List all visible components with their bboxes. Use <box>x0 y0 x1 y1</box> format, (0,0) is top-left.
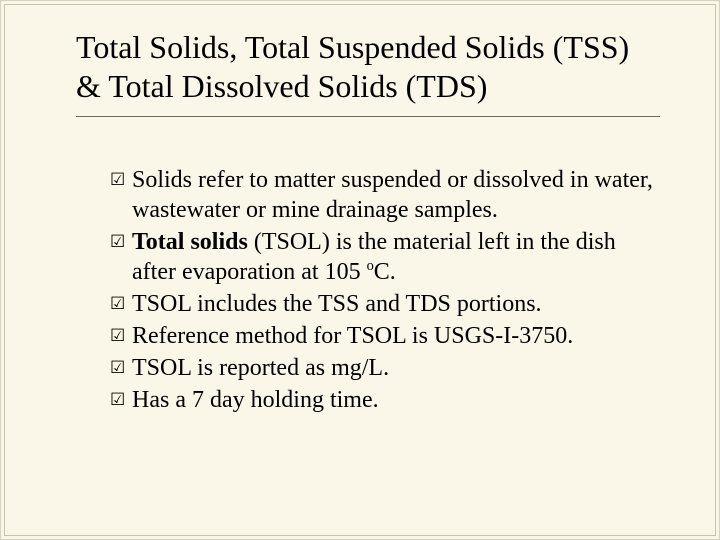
checkbox-icon: ☑ <box>110 321 132 351</box>
list-item: ☑ Reference method for TSOL is USGS-I-37… <box>110 321 660 351</box>
degree-super: o <box>367 258 374 274</box>
checkbox-icon: ☑ <box>110 227 132 257</box>
checkbox-icon: ☑ <box>110 385 132 415</box>
list-item: ☑ Total solids (TSOL) is the material le… <box>110 227 660 287</box>
bullet-text: Has a 7 day holding time. <box>132 385 660 415</box>
slide: Total Solids, Total Suspended Solids (TS… <box>0 0 720 540</box>
bullet-text: TSOL includes the TSS and TDS portions. <box>132 289 660 319</box>
bullet-text: Reference method for TSOL is USGS-I-3750… <box>132 321 660 351</box>
list-item: ☑ TSOL includes the TSS and TDS portions… <box>110 289 660 319</box>
degree-c: C. <box>374 259 396 285</box>
bullet-text: Solids refer to matter suspended or diss… <box>132 165 660 225</box>
title-divider <box>76 116 660 117</box>
list-item: ☑ Solids refer to matter suspended or di… <box>110 165 660 225</box>
checkbox-icon: ☑ <box>110 353 132 383</box>
checkbox-icon: ☑ <box>110 289 132 319</box>
bold-term: Total solids <box>132 229 248 255</box>
bullet-text: Total solids (TSOL) is the material left… <box>132 227 660 287</box>
checkbox-icon: ☑ <box>110 165 132 195</box>
bullet-text: TSOL is reported as mg/L. <box>132 353 660 383</box>
list-item: ☑ TSOL is reported as mg/L. <box>110 353 660 383</box>
list-item: ☑ Has a 7 day holding time. <box>110 385 660 415</box>
bullet-list: ☑ Solids refer to matter suspended or di… <box>76 165 660 415</box>
slide-title: Total Solids, Total Suspended Solids (TS… <box>76 28 660 106</box>
